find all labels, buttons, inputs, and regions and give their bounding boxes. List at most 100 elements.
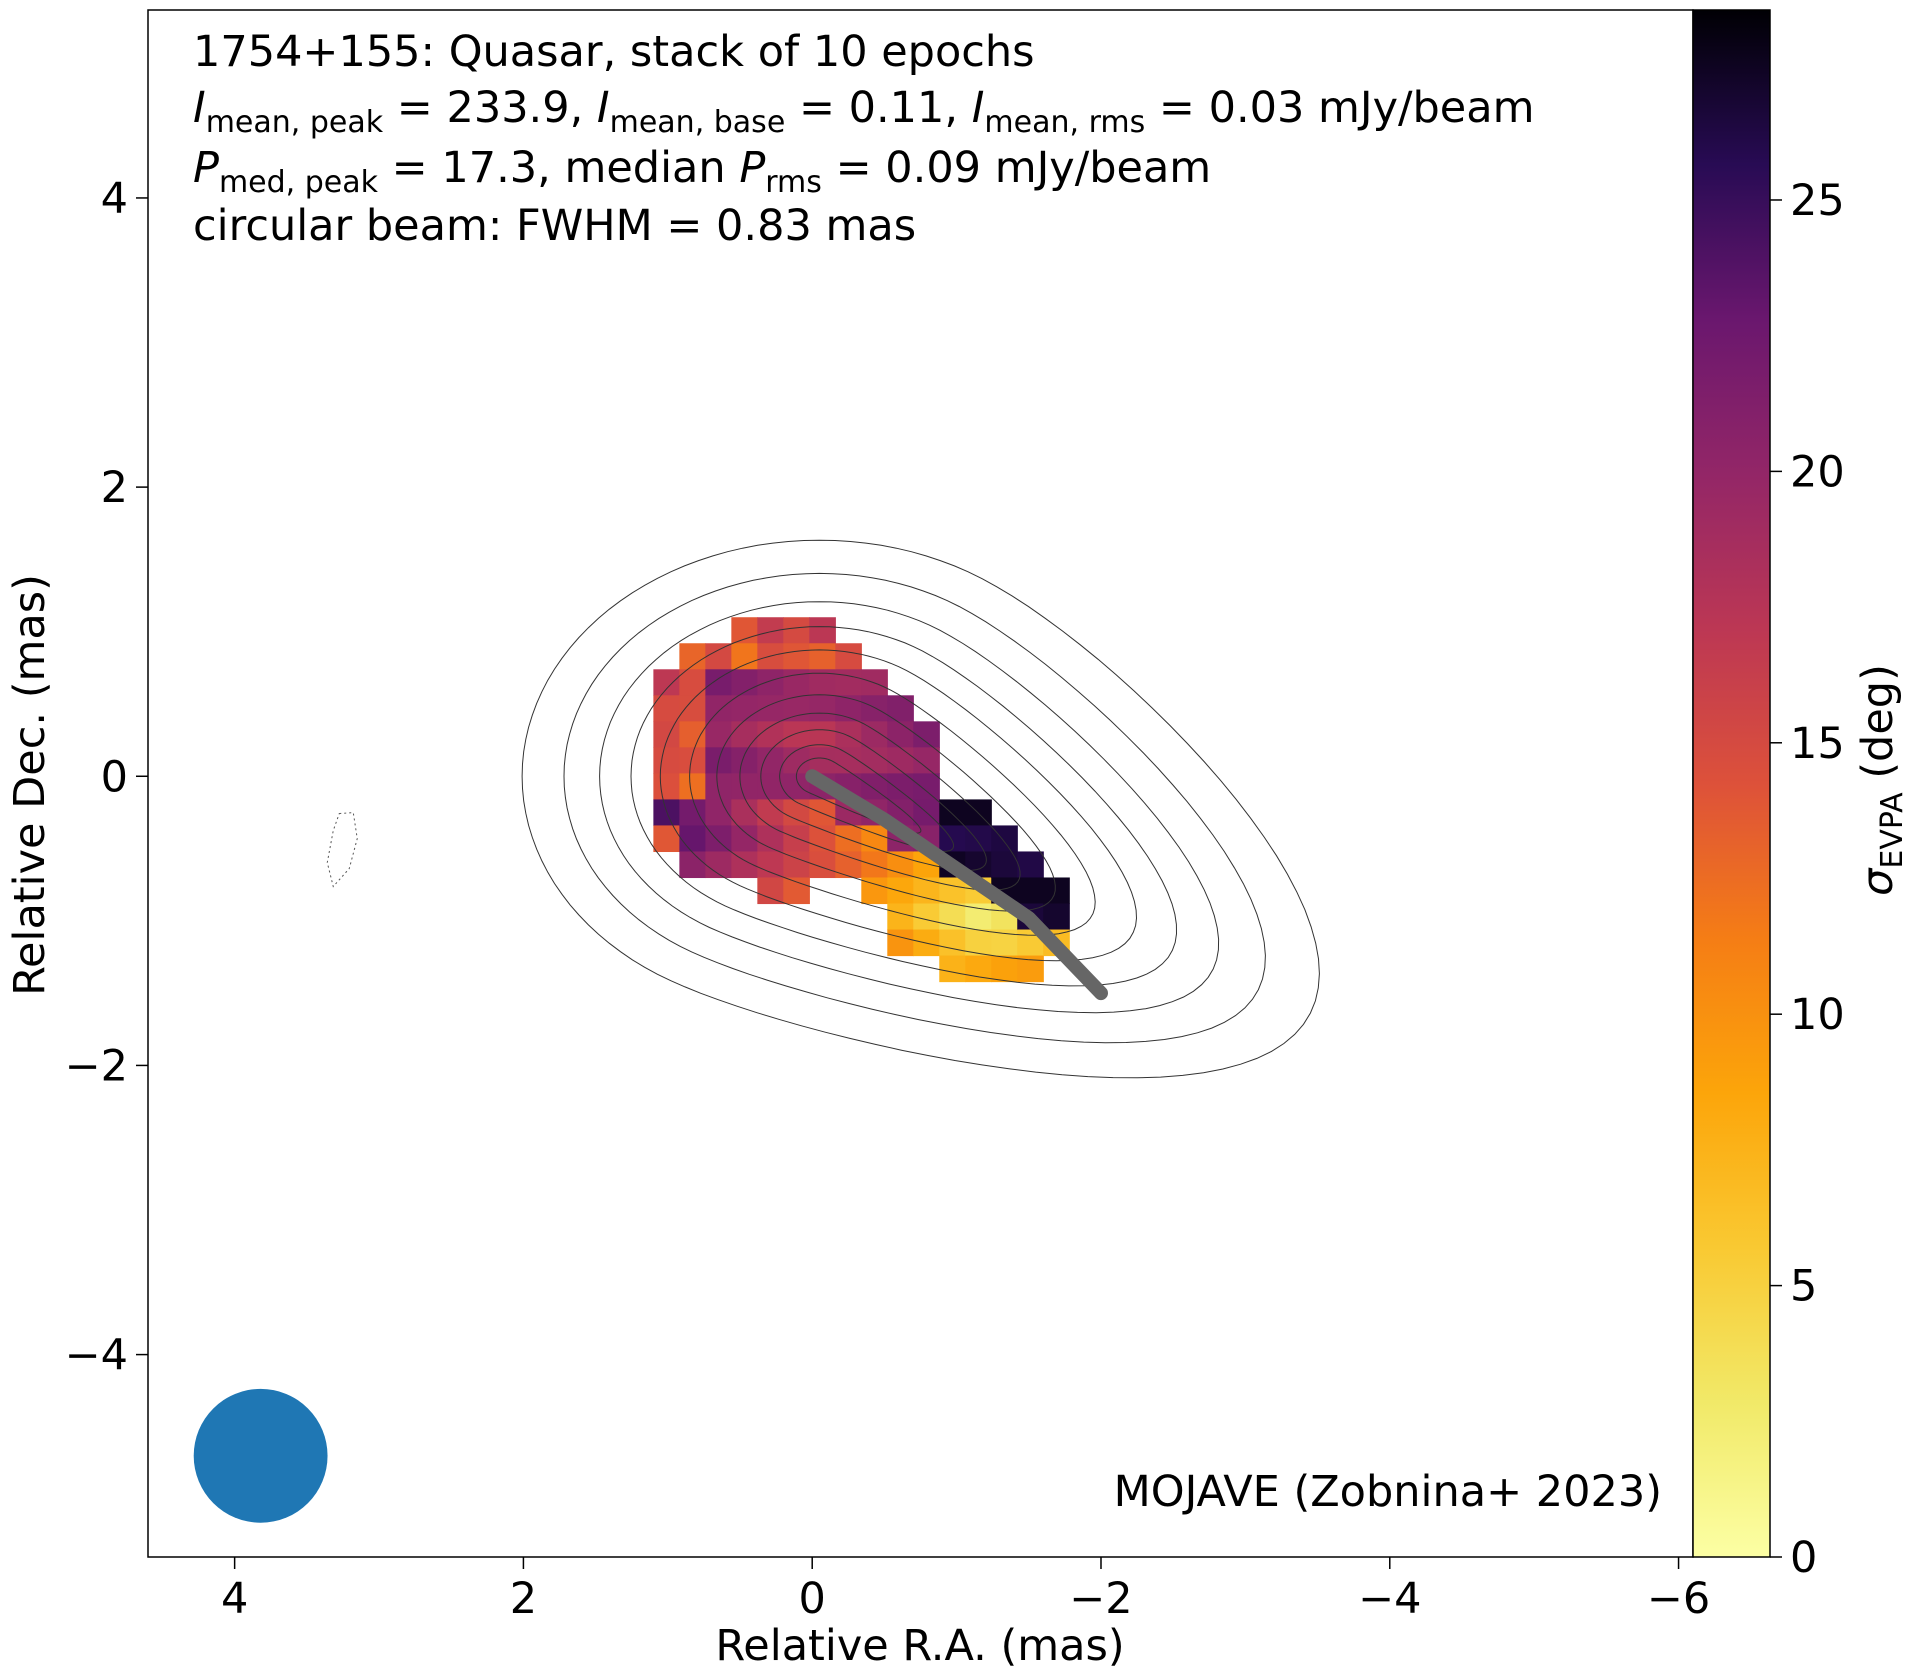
heatmap-cell bbox=[705, 721, 732, 748]
y-tick-label-0: −4 bbox=[65, 1331, 128, 1381]
heatmap-cell bbox=[809, 695, 836, 722]
heatmap-cell bbox=[1043, 904, 1070, 931]
colorbar-tick-label-1: 5 bbox=[1790, 1262, 1817, 1312]
colorbar-tick-label-3: 15 bbox=[1790, 719, 1845, 769]
heatmap-cell bbox=[679, 825, 706, 852]
header-line-3: Pmed, peak = 17.3, median Prms = 0.09 mJ… bbox=[193, 143, 1211, 200]
heatmap-cell bbox=[1043, 877, 1070, 904]
credit-label: MOJAVE (Zobnina+ 2023) bbox=[1114, 1467, 1662, 1517]
heatmap-cell bbox=[679, 851, 706, 878]
negative-contour bbox=[327, 813, 357, 887]
heatmap-cell bbox=[887, 851, 914, 878]
heatmap-cell bbox=[835, 669, 862, 696]
heatmap-cell bbox=[835, 851, 862, 878]
heatmap-cell bbox=[1017, 851, 1044, 878]
heatmap-cell bbox=[835, 643, 862, 670]
x-tick-label-0: 4 bbox=[221, 1574, 248, 1624]
heatmap-cell bbox=[965, 904, 992, 931]
y-tick-label-4: 4 bbox=[101, 174, 128, 224]
heatmap-cell bbox=[991, 956, 1018, 983]
y-axis-ticks: −4 −2 0 2 4 bbox=[65, 174, 148, 1381]
heatmap-cell bbox=[991, 825, 1018, 852]
heatmap-cell bbox=[783, 617, 810, 644]
heatmap-cell bbox=[809, 721, 836, 748]
heatmap-cell bbox=[939, 956, 966, 983]
heatmap-cell bbox=[653, 669, 680, 696]
heatmap-cell bbox=[913, 721, 940, 748]
heatmap-cell bbox=[653, 747, 680, 774]
heatmap-cell bbox=[757, 643, 784, 670]
x-tick-label-2: 0 bbox=[799, 1574, 826, 1624]
heatmap-cell bbox=[809, 799, 836, 826]
heatmap-cell bbox=[835, 721, 862, 748]
colorbar-tick-label-5: 25 bbox=[1790, 176, 1845, 226]
heatmap-cell bbox=[887, 930, 914, 957]
heatmap-cell bbox=[653, 825, 680, 852]
header-line-2: Imean, peak = 233.9, Imean, base = 0.11,… bbox=[193, 83, 1535, 140]
x-tick-label-3: −2 bbox=[1069, 1574, 1132, 1624]
heatmap-cell bbox=[731, 695, 758, 722]
heatmap-cell bbox=[705, 643, 732, 670]
x-axis-ticks: 4 2 0 −2 −4 −6 bbox=[221, 1557, 1710, 1624]
heatmap-cell bbox=[757, 669, 784, 696]
heatmap-cell bbox=[939, 799, 966, 826]
heatmap-cell bbox=[783, 747, 810, 774]
x-axis-label: Relative R.A. (mas) bbox=[715, 1621, 1124, 1671]
heatmap-cell bbox=[835, 825, 862, 852]
colorbar-tick-label-2: 10 bbox=[1790, 990, 1845, 1040]
heatmap-cell bbox=[809, 643, 836, 670]
heatmap-cell bbox=[783, 643, 810, 670]
heatmap-cell bbox=[653, 721, 680, 748]
heatmap-cell bbox=[783, 851, 810, 878]
colorbar-label: σEVPA (deg) bbox=[1853, 664, 1905, 896]
heatmap-cell bbox=[679, 799, 706, 826]
heatmap-cell bbox=[705, 825, 732, 852]
heatmap-cell bbox=[861, 851, 888, 878]
y-tick-label-1: −2 bbox=[65, 1041, 128, 1091]
heatmap-cell bbox=[887, 747, 914, 774]
heatmap-cell bbox=[731, 617, 758, 644]
heatmap-cell bbox=[965, 825, 992, 852]
y-axis-label: Relative Dec. (mas) bbox=[5, 574, 55, 996]
heatmap-cell bbox=[757, 851, 784, 878]
heatmap-cell bbox=[861, 721, 888, 748]
heatmap-cell bbox=[705, 773, 732, 800]
heatmap-cell bbox=[757, 617, 784, 644]
heatmap-cell bbox=[861, 695, 888, 722]
heatmap-cell bbox=[783, 825, 810, 852]
heatmap-cell bbox=[731, 773, 758, 800]
heatmap-cell bbox=[757, 877, 784, 904]
heatmap-cell bbox=[757, 799, 784, 826]
x-tick-label-5: −6 bbox=[1647, 1574, 1710, 1624]
beam-ellipse bbox=[194, 1389, 328, 1523]
heatmap-cell bbox=[731, 721, 758, 748]
colorbar-tick-label-0: 0 bbox=[1790, 1533, 1817, 1583]
header-line-4: circular beam: FWHM = 0.83 mas bbox=[193, 201, 916, 251]
y-tick-label-2: 0 bbox=[101, 752, 128, 802]
colorbar-ticks: 0 5 10 15 20 25 bbox=[1770, 176, 1845, 1583]
colorbar-tick-label-4: 20 bbox=[1790, 447, 1845, 497]
heatmap-cell bbox=[731, 643, 758, 670]
heatmap-cell bbox=[679, 773, 706, 800]
heatmap-cell bbox=[679, 747, 706, 774]
heatmap-cell bbox=[809, 617, 836, 644]
heatmap-cell bbox=[913, 773, 940, 800]
heatmap-cell bbox=[731, 747, 758, 774]
header-line-1: 1754+155: Quasar, stack of 10 epochs bbox=[193, 27, 1035, 77]
heatmap-cell bbox=[783, 799, 810, 826]
heatmap-cell bbox=[1017, 877, 1044, 904]
heatmap-cell bbox=[887, 904, 914, 931]
heatmap-cell bbox=[887, 877, 914, 904]
heatmap-cell bbox=[939, 877, 966, 904]
heatmap-cell bbox=[783, 721, 810, 748]
heatmap-cell bbox=[679, 721, 706, 748]
heatmap-cell bbox=[705, 695, 732, 722]
heatmap-cell bbox=[887, 721, 914, 748]
colorbar bbox=[1693, 10, 1770, 1557]
heatmap-cell bbox=[913, 904, 940, 931]
x-tick-label-4: −4 bbox=[1358, 1574, 1421, 1624]
y-tick-label-3: 2 bbox=[101, 463, 128, 513]
heatmap-cell bbox=[939, 904, 966, 931]
x-tick-label-1: 2 bbox=[510, 1574, 537, 1624]
